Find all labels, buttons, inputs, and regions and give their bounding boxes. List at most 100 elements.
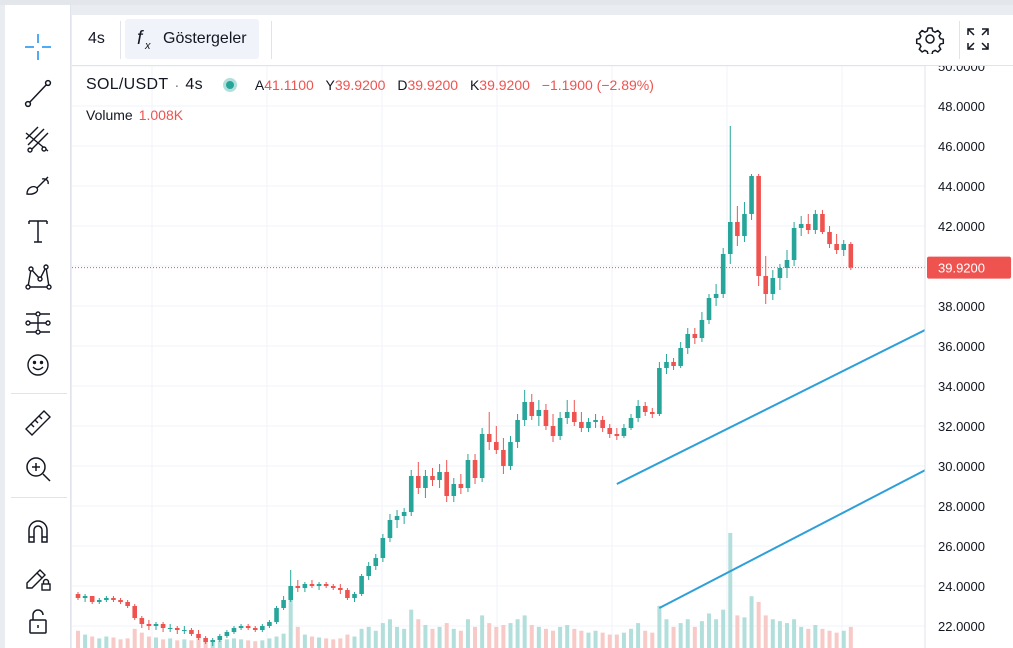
volume-bar xyxy=(317,637,322,648)
candle-body xyxy=(572,412,577,422)
volume-bar xyxy=(239,639,244,648)
volume-bar xyxy=(125,638,130,648)
candle-body xyxy=(784,260,790,268)
high-key: Y xyxy=(325,77,335,93)
volume-bar xyxy=(749,596,754,648)
volume-bar xyxy=(473,626,478,648)
volume-bar xyxy=(806,628,811,648)
candle-body xyxy=(238,626,244,628)
symbol-name[interactable]: SOL/USDT xyxy=(86,76,169,93)
candle-body xyxy=(96,600,102,602)
volume-bar xyxy=(409,609,414,648)
volume-bar xyxy=(707,613,712,648)
candle-body xyxy=(231,628,237,632)
price-tick-label: 28.0000 xyxy=(938,499,985,514)
candle-body xyxy=(174,628,180,630)
crosshair-icon[interactable] xyxy=(17,27,59,67)
unlock-icon[interactable] xyxy=(17,601,59,641)
volume-label: Volume xyxy=(86,107,133,123)
zoom-in-icon[interactable] xyxy=(17,449,59,489)
candle-body xyxy=(401,512,407,516)
candle-body xyxy=(465,460,471,488)
volume-bar xyxy=(735,615,740,648)
volume-bar xyxy=(487,623,492,648)
candle-body xyxy=(316,584,322,586)
volume-bar xyxy=(189,640,194,648)
candle-body xyxy=(756,176,761,276)
candle-body xyxy=(628,418,634,428)
volume-bar xyxy=(253,641,258,648)
volume-bar xyxy=(593,630,598,648)
forecast-icon[interactable] xyxy=(17,303,59,343)
candle-body xyxy=(586,422,591,428)
high-value: 39.9200 xyxy=(334,77,386,93)
candle-body xyxy=(437,472,442,480)
candle-body xyxy=(387,520,393,538)
candle-body xyxy=(153,624,159,626)
candle-body xyxy=(820,214,825,232)
volume-bar xyxy=(182,639,187,648)
candle-body xyxy=(692,334,698,338)
volume-bar xyxy=(543,628,548,648)
toolbar-divider xyxy=(120,21,121,59)
volume-bar xyxy=(451,628,456,648)
price-tick-label: 30.0000 xyxy=(938,459,985,474)
emoji-icon[interactable] xyxy=(17,345,59,385)
price-chart[interactable]: 50.000048.000046.000044.000042.000040.00… xyxy=(72,66,1013,648)
magnet-icon[interactable] xyxy=(17,511,59,551)
candle-body xyxy=(323,584,329,586)
price-tick-label: 32.0000 xyxy=(938,419,985,434)
text-icon[interactable] xyxy=(17,211,59,251)
volume-bar xyxy=(565,625,570,648)
candle-body xyxy=(479,434,485,478)
candle-body xyxy=(295,586,301,588)
low-key: D xyxy=(397,77,408,93)
candle-body xyxy=(267,622,272,626)
pattern-icon[interactable] xyxy=(17,257,59,297)
svg-text:x: x xyxy=(144,40,151,52)
ruler-icon[interactable] xyxy=(17,403,59,443)
candle-body xyxy=(777,268,783,278)
candle-body xyxy=(664,362,669,368)
candle-body xyxy=(763,276,769,294)
lock-pencil-icon[interactable] xyxy=(17,557,59,597)
candle-body xyxy=(182,630,187,631)
indicators-label: Göstergeler xyxy=(163,30,247,47)
candle-body xyxy=(543,410,549,426)
candle-body xyxy=(841,244,847,250)
candle-body xyxy=(735,222,740,236)
volume-bar xyxy=(302,634,307,648)
candle-body xyxy=(515,420,520,442)
candle-body xyxy=(125,602,130,606)
volume-bar xyxy=(792,619,797,648)
brush-icon[interactable] xyxy=(17,165,59,205)
fib-retracement-icon[interactable] xyxy=(17,119,59,159)
settings-button[interactable] xyxy=(915,19,945,59)
volume-bar xyxy=(416,619,421,648)
volume-bar xyxy=(76,630,80,648)
price-axis xyxy=(925,66,1013,648)
candle-body xyxy=(621,428,627,436)
volume-bar xyxy=(480,615,485,648)
candle-body xyxy=(82,596,88,598)
volume-bar xyxy=(437,626,442,648)
candle-body xyxy=(713,294,719,298)
volume-bar xyxy=(522,615,527,648)
market-status-icon[interactable] xyxy=(222,78,237,92)
candle-body xyxy=(352,594,357,598)
trend-line-icon[interactable] xyxy=(17,73,59,113)
candle-body xyxy=(160,624,166,628)
volume-bar xyxy=(352,636,357,648)
fullscreen-button[interactable] xyxy=(963,19,993,59)
legend-dot: · xyxy=(174,76,180,94)
candle-body xyxy=(196,634,201,638)
volume-bar xyxy=(458,630,463,648)
volume-bar xyxy=(572,628,577,648)
price-tick-label: 24.0000 xyxy=(938,579,985,594)
volume-bar xyxy=(402,628,407,648)
candle-body xyxy=(366,566,371,576)
chart-area[interactable]: 50.000048.000046.000044.000042.000040.00… xyxy=(72,66,1013,648)
volume-bar xyxy=(508,623,513,648)
interval-button[interactable]: 4s xyxy=(88,19,105,59)
